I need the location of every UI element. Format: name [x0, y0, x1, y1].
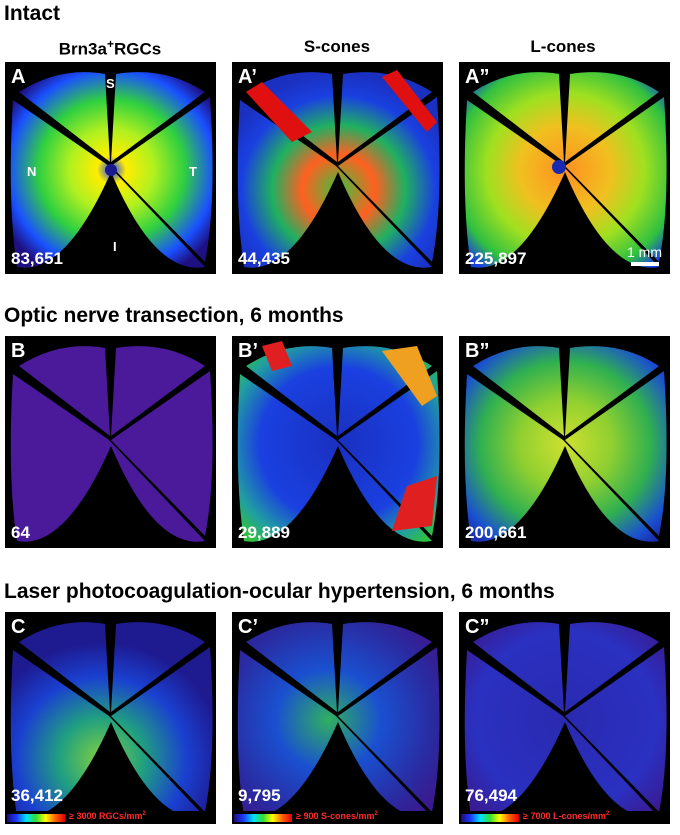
- panel-label-a: A: [11, 66, 26, 88]
- orientation-nasal: N: [27, 164, 37, 179]
- panel-label-a-prime: A’: [238, 66, 257, 88]
- panel-c: C 36,412 ≥ 3000 RGCs/mm2: [5, 612, 216, 824]
- section-title-laser: Laser photocoagulation-ocular hypertensi…: [4, 580, 555, 603]
- cell-count-a: 83,651: [11, 249, 63, 268]
- panel-a-double-prime: A” 225,897 1 mm: [459, 62, 670, 274]
- colorbar-rgc: ≥ 3000 RGCs/mm2: [5, 811, 216, 824]
- panel-label-c-double-prime: C”: [465, 616, 490, 638]
- panel-label-b: B: [11, 340, 26, 362]
- colorbar-scone: ≥ 900 S-cones/mm2: [232, 811, 443, 824]
- column-header-rgcs: Brn3a+RGCs: [5, 37, 215, 60]
- retina-map-c-double-prime: [464, 622, 667, 818]
- retina-map-a-prime: [237, 70, 440, 268]
- orientation-superior: S: [106, 76, 115, 91]
- scale-bar: 1 mm: [627, 244, 662, 266]
- colorbar-gradient-rgc: [7, 814, 65, 822]
- column-header-lcones: L-cones: [530, 37, 596, 56]
- panel-a-prime: A’ 44,435: [232, 62, 443, 274]
- cell-count-c-prime: 9,795: [238, 786, 281, 805]
- cell-count-c: 36,412: [11, 786, 63, 805]
- panel-label-c: C: [11, 616, 26, 638]
- cell-count-a-double-prime: 225,897: [465, 249, 527, 268]
- retina-map-c-prime: [237, 622, 440, 818]
- panel-b-double-prime: B” 200,661: [459, 336, 670, 548]
- panel-label-b-prime: B’: [238, 340, 258, 362]
- panel-label-c-prime: C’: [238, 616, 258, 638]
- colorbar-label-lcone: ≥ 7000 L-cones/mm2: [523, 811, 610, 821]
- panel-b: B 64: [5, 336, 216, 548]
- panel-a: A S N T I 83,651: [5, 62, 216, 274]
- panel-b-prime: B’ 29,889: [232, 336, 443, 548]
- cell-count-b-double-prime: 200,661: [465, 523, 527, 542]
- colorbar-lcone: ≥ 7000 L-cones/mm2: [459, 811, 670, 824]
- retina-map-b: [10, 346, 213, 542]
- panel-label-b-double-prime: B”: [465, 340, 490, 362]
- cell-count-c-double-prime: 76,494: [465, 786, 517, 805]
- retina-map-a: [10, 72, 213, 268]
- column-header-rgc-suffix: RGCs: [113, 39, 162, 59]
- section-title-transection: Optic nerve transection, 6 months: [4, 304, 344, 327]
- cell-count-b: 64: [11, 523, 30, 542]
- orientation-temporal: T: [189, 164, 197, 179]
- column-header-scones: S-cones: [303, 37, 371, 56]
- cell-count-b-prime: 29,889: [238, 523, 290, 542]
- colorbar-label-rgc: ≥ 3000 RGCs/mm2: [69, 811, 146, 821]
- colorbar-gradient-lcone: [461, 814, 519, 822]
- retina-map-a-double-prime: [464, 72, 667, 268]
- column-header-rgc-sup: +: [106, 37, 114, 51]
- colorbar-label-scone: ≥ 900 S-cones/mm2: [296, 811, 378, 821]
- retina-map-b-double-prime: [464, 346, 667, 542]
- orientation-inferior: I: [113, 239, 117, 254]
- panel-c-prime: C’ 9,795 ≥ 900 S-cones/mm2: [232, 612, 443, 824]
- section-title-intact: Intact: [4, 2, 61, 25]
- scale-bar-line: [630, 262, 659, 266]
- column-header-rgc-prefix: Brn3a: [58, 39, 107, 59]
- cell-count-a-prime: 44,435: [238, 249, 290, 268]
- colorbar-gradient-scone: [234, 814, 292, 822]
- panel-c-double-prime: C” 76,494 ≥ 7000 L-cones/mm2: [459, 612, 670, 824]
- panel-label-a-double-prime: A”: [465, 66, 490, 88]
- retina-map-c: [10, 622, 213, 818]
- scale-bar-label: 1 mm: [627, 244, 662, 260]
- retina-map-b-prime: [237, 341, 440, 542]
